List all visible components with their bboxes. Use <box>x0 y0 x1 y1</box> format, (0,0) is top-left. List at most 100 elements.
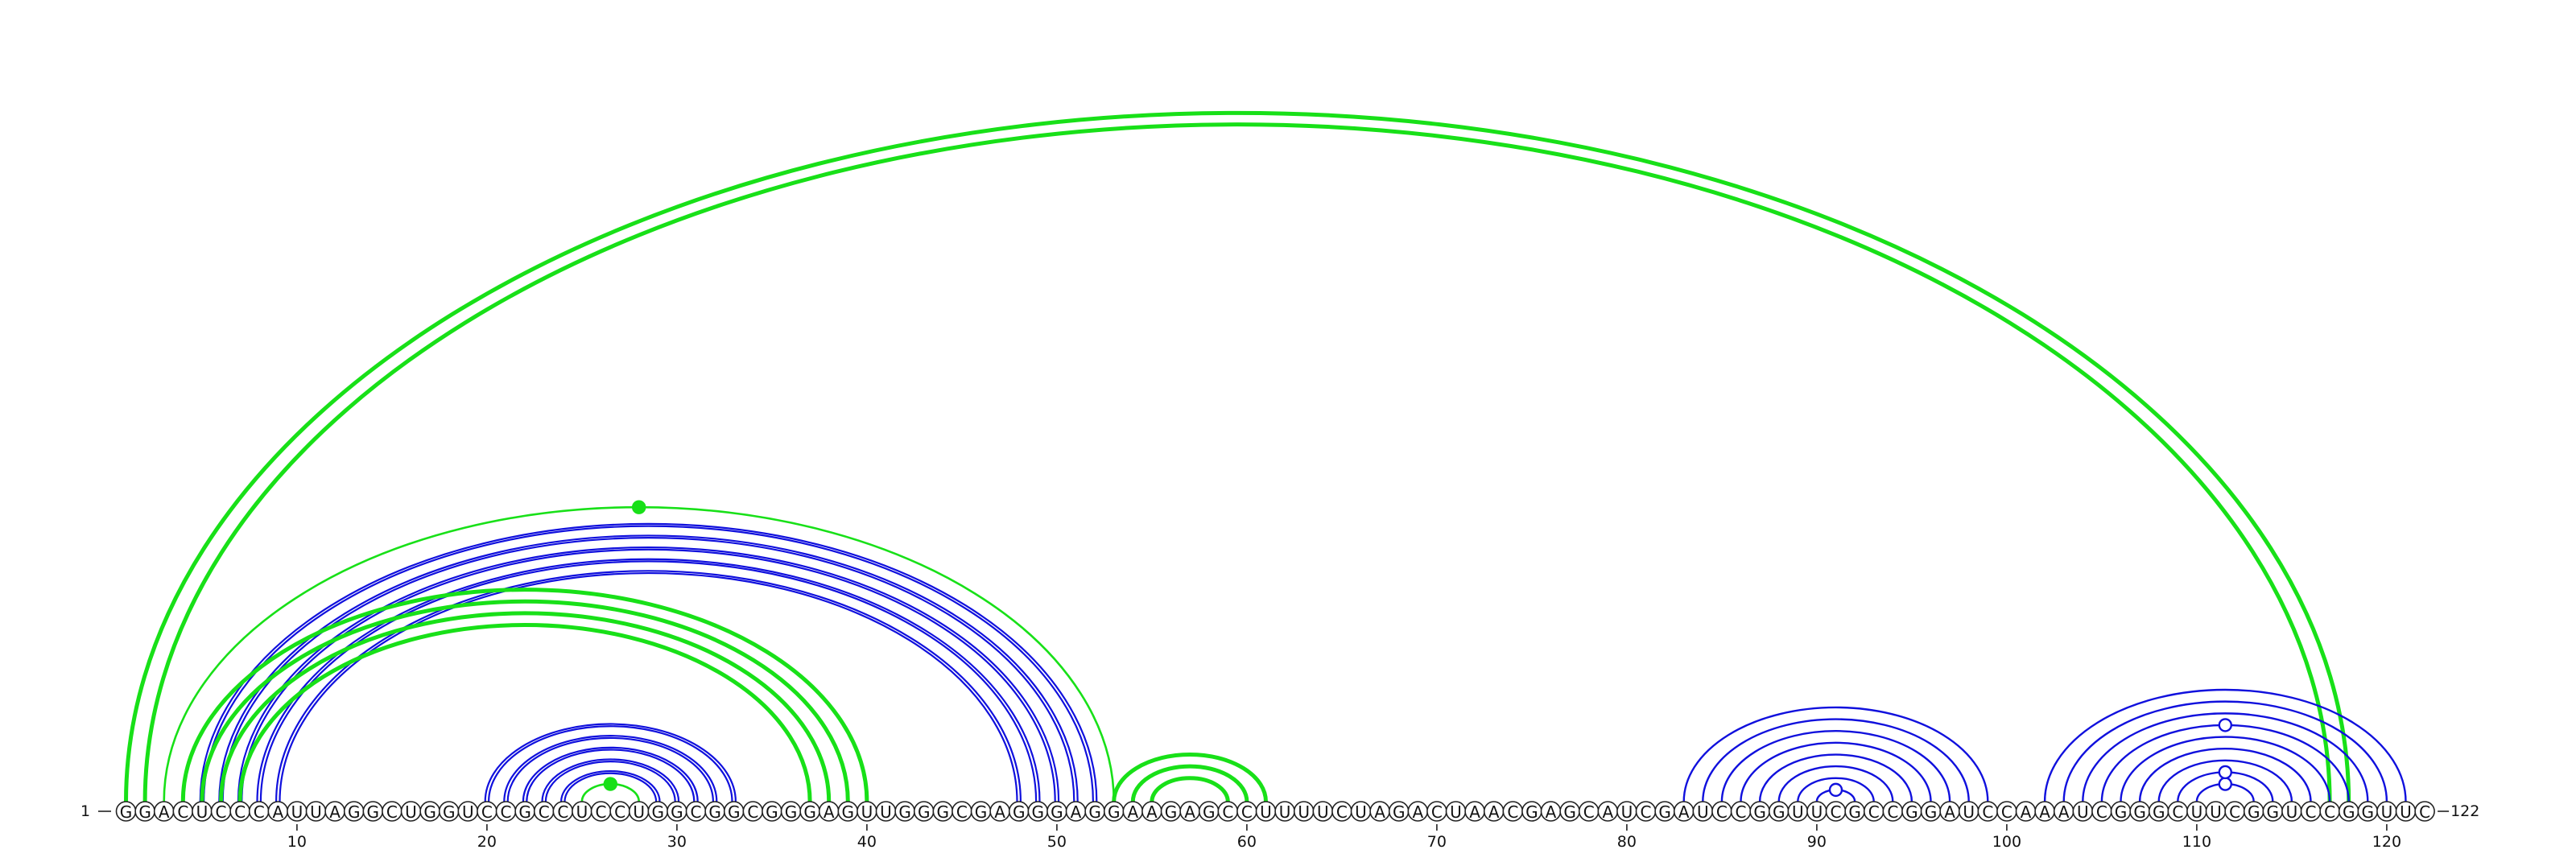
nucleotide-62: U <box>1274 801 1295 822</box>
nucleotide-70: C <box>1426 801 1447 822</box>
nucleotide-letter: A <box>1071 802 1082 822</box>
nucleotide-121: U <box>2395 801 2417 822</box>
nucleotide-52: G <box>1084 801 1105 822</box>
nucleotide-61: U <box>1255 801 1277 822</box>
nucleotide-79: A <box>1597 801 1619 822</box>
nucleotide-89: U <box>1787 801 1809 822</box>
arc-5-39 <box>200 599 850 802</box>
nucleotide-106: G <box>2110 801 2132 822</box>
arc-1-118 <box>124 110 2351 802</box>
nucleotide-93: C <box>1863 801 1885 822</box>
tick-label-60: 60 <box>1237 833 1257 851</box>
nucleotide-29: G <box>647 801 669 822</box>
nucleotide-55: A <box>1141 801 1162 822</box>
tick-label-70: 70 <box>1427 833 1447 851</box>
arc-5-52-outer <box>199 522 1098 802</box>
nucleotide-23: C <box>533 801 555 822</box>
nucleotide-letter: G <box>1773 802 1785 822</box>
nucleotide-69: A <box>1407 801 1429 822</box>
nucleotide-36: G <box>780 801 802 822</box>
arc-8-49-outer <box>256 558 1041 802</box>
nucleotide-letter: G <box>1393 802 1406 822</box>
nucleotide-letter: U <box>462 802 474 822</box>
arc-55-59 <box>1150 776 1230 802</box>
nucleotide-letter: C <box>1831 802 1842 822</box>
arc-7-50-outer <box>237 546 1060 802</box>
nucleotide-12: A <box>324 801 345 822</box>
open-marker-109-114 <box>2218 765 2233 780</box>
nucleotide-48: G <box>1008 801 1030 822</box>
arc-4-40 <box>180 588 869 802</box>
sequence-start-label: 1 <box>80 802 90 820</box>
nucleotide-letter: A <box>1602 802 1613 822</box>
nucleotide-4: C <box>172 801 194 822</box>
markers-layer <box>603 500 2233 798</box>
arc-23-30-outer <box>541 758 680 802</box>
nucleotide-letter: U <box>1792 802 1804 822</box>
nucleotide-letter: U <box>576 802 588 822</box>
nucleotide-26: C <box>590 801 612 822</box>
nucleotide-letter: G <box>1925 802 1938 822</box>
arc-107-116 <box>2138 748 2312 802</box>
nucleotide-circle <box>2414 801 2435 822</box>
nucleotide-42: G <box>894 801 915 822</box>
nucleotide-letter: G <box>803 802 816 822</box>
nucleotide-15: C <box>382 801 402 822</box>
nucleotide-letter: G <box>348 802 361 822</box>
nucleotide-letter: G <box>842 802 855 822</box>
arc-54-60 <box>1130 764 1249 802</box>
nucleotide-letter: C <box>1736 802 1747 822</box>
nucleotide-letter: C <box>747 802 758 822</box>
nucleotide-letter: U <box>1260 802 1272 822</box>
nucleotide-letter: C <box>1716 802 1728 822</box>
nucleotide-14: G <box>362 801 384 822</box>
tick-label-50: 50 <box>1047 833 1067 851</box>
nucleotide-103: A <box>2053 801 2074 822</box>
arc-6-51-outer <box>218 534 1079 802</box>
nucleotide-letter: C <box>2324 802 2335 822</box>
nucleotide-91: C <box>1825 801 1847 822</box>
nucleotide-letter: C <box>1336 802 1348 822</box>
nucleotide-40: U <box>857 801 877 822</box>
nucleotide-letter: U <box>310 802 322 822</box>
nucleotide-letter: C <box>1241 802 1253 822</box>
nucleotide-108: G <box>2148 801 2169 822</box>
nucleotide-letter: C <box>2096 802 2107 822</box>
nucleotide-73: A <box>1483 801 1505 822</box>
nucleotide-45: C <box>952 801 972 822</box>
nucleotide-21: C <box>495 801 517 822</box>
nucleotide-letter: U <box>861 802 873 822</box>
nucleotide-37: G <box>799 801 820 822</box>
nucleotide-19: U <box>457 801 479 822</box>
tick-label-30: 30 <box>667 833 687 851</box>
arc-88-94 <box>1777 765 1894 802</box>
nucleotide-94: C <box>1882 801 1904 822</box>
nucleotide-letter: A <box>2021 802 2032 822</box>
nucleotide-72: A <box>1464 801 1485 822</box>
nucleotide-16: U <box>400 801 422 822</box>
sequence-backbone: 1 122 <box>80 802 2479 820</box>
nucleotide-letter: C <box>1507 802 1518 822</box>
nucleotide-letter: A <box>329 802 341 822</box>
nucleotide-90: U <box>1806 801 1827 822</box>
nucleotide-letter: G <box>1753 802 1766 822</box>
nucleotide-letter: G <box>975 802 988 822</box>
nucleotide-letter: C <box>956 802 968 822</box>
nucleotide-letter: G <box>671 802 683 822</box>
nucleotide-letter: G <box>652 802 665 822</box>
nucleotide-109: C <box>2167 801 2189 822</box>
nucleotide-letter: C <box>1641 802 1652 822</box>
nucleotide-104: U <box>2072 801 2094 822</box>
sequence-end-label: 122 <box>2450 802 2479 820</box>
nucleotide-22: G <box>514 801 535 822</box>
arc-106-117 <box>2120 736 2331 802</box>
nucleotide-letter: G <box>1905 802 1918 822</box>
nucleotide-letter: G <box>367 802 380 822</box>
nucleotide-84: U <box>1692 801 1714 822</box>
nucleotide-letter: U <box>2210 802 2222 822</box>
nucleotide-letter: G <box>2343 802 2355 822</box>
nucleotide-3: A <box>153 801 175 822</box>
nucleotide-letter: G <box>1848 802 1861 822</box>
nucleotide-77: G <box>1559 801 1580 822</box>
